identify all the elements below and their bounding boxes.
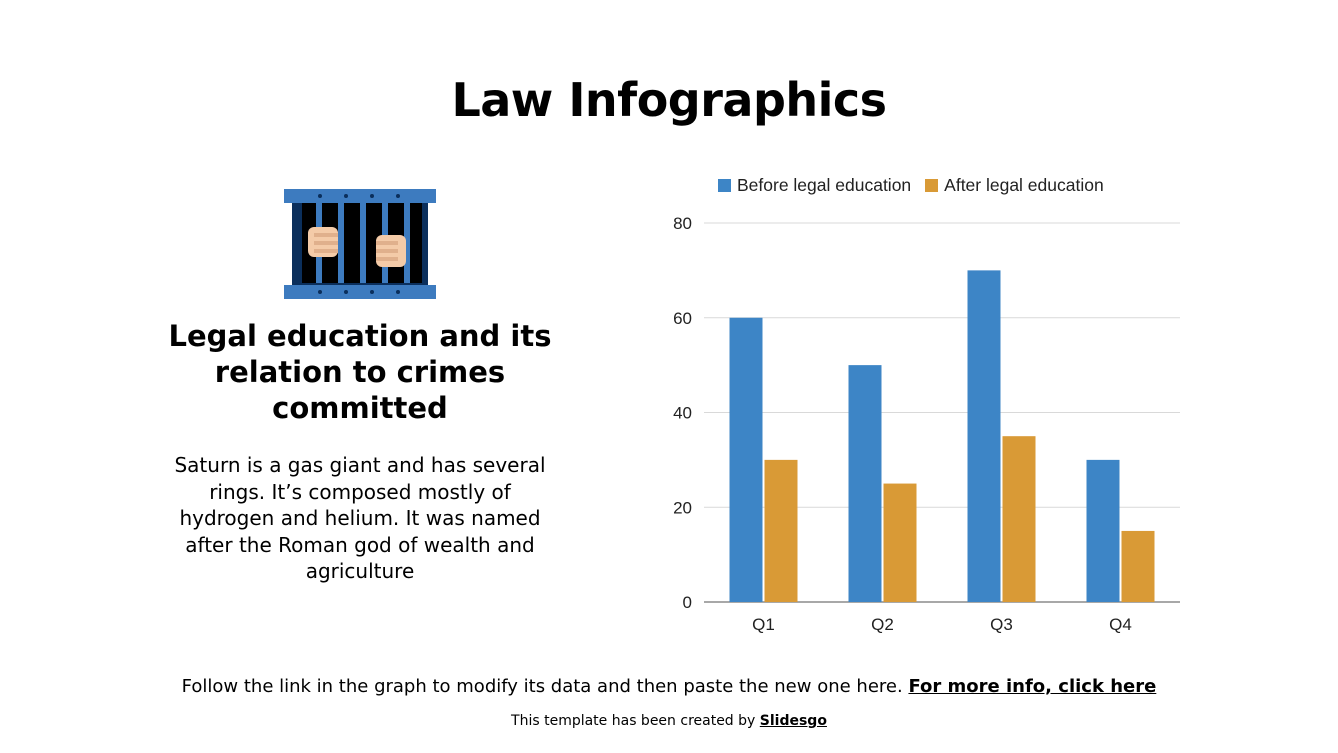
y-tick-label: 20	[673, 498, 692, 517]
more-info-link[interactable]: For more info, click here	[908, 676, 1157, 697]
credit-line: This template has been created by Slides…	[0, 711, 1338, 731]
page-title: Law Infographics	[451, 73, 887, 127]
bar-after-q3	[1002, 436, 1036, 602]
x-tick-label: Q3	[990, 615, 1013, 634]
x-tick-label: Q1	[752, 615, 775, 634]
bar-after-q2	[883, 483, 917, 602]
y-tick-label: 0	[683, 593, 692, 612]
jail-icon	[284, 189, 436, 299]
bar-after-q1	[764, 459, 798, 602]
footer-text: Follow the link in the graph to modify i…	[181, 676, 903, 697]
bar-chart[interactable]: Before legal education After legal educa…	[660, 160, 1200, 645]
x-tick-label: Q4	[1109, 615, 1132, 634]
right-fist-icon	[376, 235, 406, 267]
y-tick-label: 80	[673, 214, 692, 233]
chart-plot: 0 20 40 60 80 Q1 Q2 Q3 Q4	[673, 214, 1180, 634]
bar-before-q3	[967, 270, 1001, 602]
section-heading: Legal education and its relation to crim…	[168, 319, 552, 425]
chart-legend: Before legal education After legal educa…	[718, 174, 1118, 196]
legend-label-after: After legal education	[944, 174, 1104, 195]
slidesgo-link[interactable]: Slidesgo	[759, 713, 827, 729]
legend-item-after: After legal education	[925, 175, 1104, 196]
legend-item-before: Before legal education	[718, 175, 911, 196]
x-tick-label: Q2	[871, 615, 894, 634]
bar-before-q1	[729, 317, 763, 602]
body-text: Saturn is a gas giant and has several ri…	[174, 453, 546, 584]
legend-swatch-before	[718, 178, 731, 192]
left-fist-icon	[308, 227, 338, 257]
bar-before-q4	[1086, 459, 1120, 602]
y-tick-label: 40	[673, 404, 692, 423]
bar-after-q4	[1121, 530, 1155, 602]
y-tick-label: 60	[673, 309, 692, 328]
credit-text: This template has been created by	[511, 713, 756, 729]
footer-line: Follow the link in the graph to modify i…	[0, 675, 1338, 699]
legend-swatch-after	[925, 178, 939, 192]
bar-before-q2	[848, 365, 882, 602]
legend-label-before: Before legal education	[737, 174, 912, 195]
